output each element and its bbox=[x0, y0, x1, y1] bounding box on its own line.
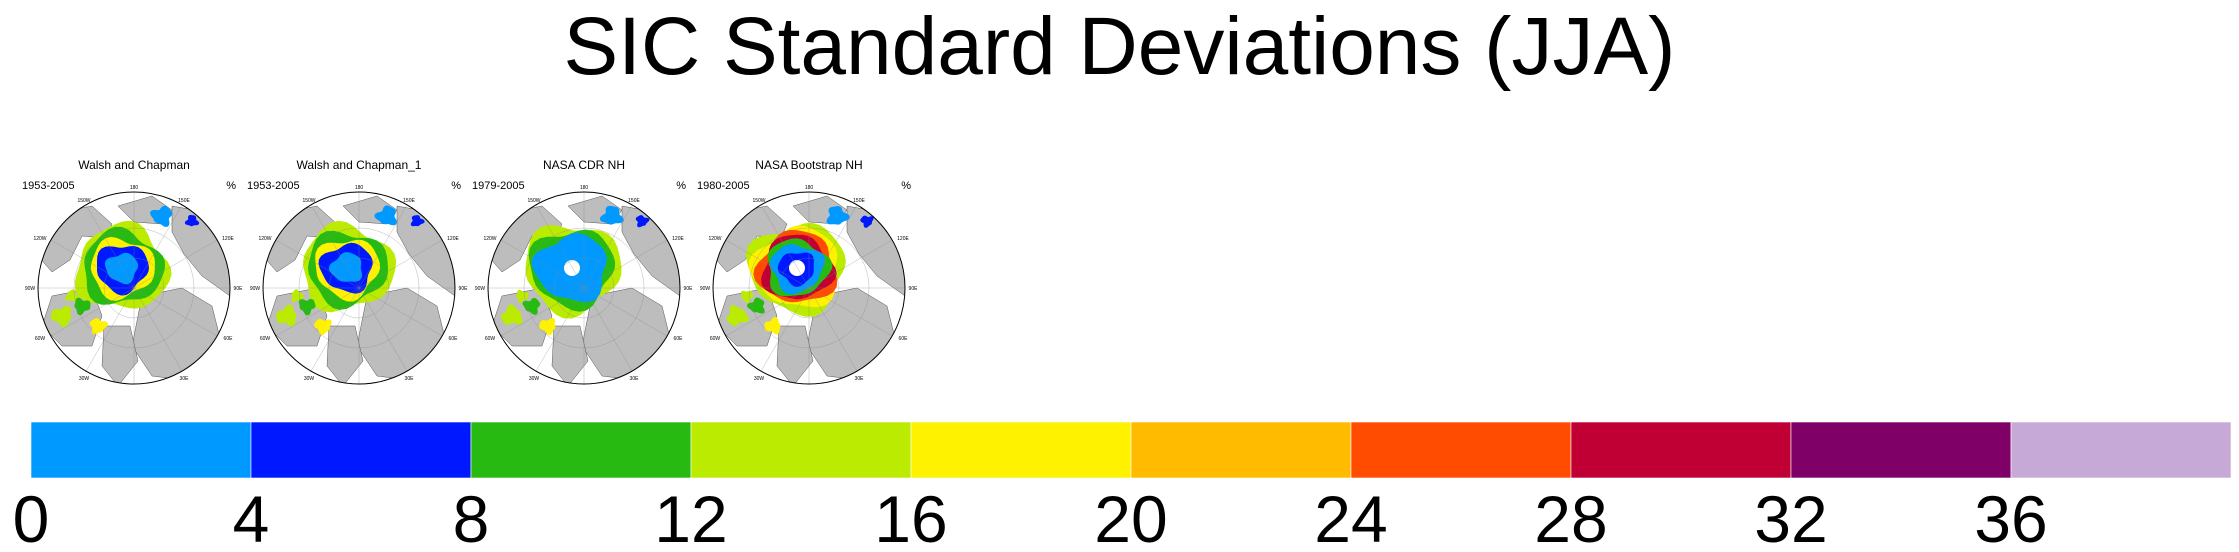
colorbar-tick-label: 12 bbox=[654, 482, 727, 552]
longitude-label: 150W bbox=[527, 198, 540, 204]
colorbar-bin bbox=[470, 421, 692, 479]
longitude-label: 60W bbox=[710, 336, 721, 342]
longitude-label: 150W bbox=[752, 198, 765, 204]
colorbar-tick-label: 4 bbox=[233, 482, 270, 552]
longitude-label: 60E bbox=[449, 336, 459, 342]
colorbar-tick-label: 0 bbox=[13, 482, 50, 552]
colorbar-bin bbox=[1790, 421, 2012, 479]
longitude-label: 120E bbox=[447, 236, 459, 242]
longitude-label: 150E bbox=[178, 198, 190, 204]
longitude-label: 60E bbox=[674, 336, 684, 342]
panel-period: 1979-2005 bbox=[472, 180, 525, 192]
colorbar-tick-label: 24 bbox=[1314, 482, 1387, 552]
longitude-label: 30W bbox=[304, 376, 315, 382]
colorbar-bin bbox=[250, 421, 472, 479]
longitude-label: 60E bbox=[899, 336, 909, 342]
colorbar-tick-label: 36 bbox=[1974, 482, 2047, 552]
longitude-label: 30E bbox=[405, 376, 415, 382]
longitude-label: 30W bbox=[529, 376, 540, 382]
panel-unit: % bbox=[901, 180, 911, 192]
longitude-label: 120E bbox=[222, 236, 234, 242]
longitude-label: 150E bbox=[628, 198, 640, 204]
longitude-label: 120W bbox=[708, 236, 721, 242]
longitude-label: 120W bbox=[483, 236, 496, 242]
map-panel-nasa-cdr-nh: NASA CDR NH 1979-2005 % 180 150W 150E 120W 1… bbox=[472, 158, 696, 388]
map-panel-walsh-chapman-1: Walsh and Chapman_1 1953-2005 % 180 150W 1… bbox=[247, 158, 471, 388]
panel-period: 1980-2005 bbox=[697, 180, 750, 192]
longitude-label: 30E bbox=[180, 376, 190, 382]
colorbar-bin bbox=[2010, 421, 2232, 479]
longitude-label: 120E bbox=[897, 236, 909, 242]
colorbar-bin bbox=[1130, 421, 1352, 479]
longitude-label: 150W bbox=[302, 198, 315, 204]
longitude-label: 180 bbox=[805, 185, 814, 191]
longitude-label: 30E bbox=[630, 376, 640, 382]
longitude-label: 60W bbox=[260, 336, 271, 342]
panel-title: Walsh and Chapman_1 bbox=[296, 158, 422, 172]
longitude-label: 30W bbox=[79, 376, 90, 382]
panel-unit: % bbox=[226, 180, 236, 192]
longitude-label: 180 bbox=[580, 185, 589, 191]
colorbar-tick-label: 32 bbox=[1754, 482, 1827, 552]
longitude-label: 90W bbox=[700, 286, 711, 292]
panel-title: NASA CDR NH bbox=[542, 158, 625, 172]
longitude-label: 150W bbox=[77, 198, 90, 204]
panel-period: 1953-2005 bbox=[247, 180, 300, 192]
colorbar-tick-label: 28 bbox=[1534, 482, 1607, 552]
panel-unit: % bbox=[676, 180, 686, 192]
longitude-label: 90E bbox=[234, 286, 244, 292]
chart-title: SIC Standard Deviations (JJA) bbox=[563, 1, 1676, 92]
longitude-label: 180 bbox=[130, 185, 139, 191]
longitude-label: 60E bbox=[224, 336, 234, 342]
map-panel-nasa-bootstrap-nh: NASA Bootstrap NH 1980-2005 % 180 150W 150… bbox=[697, 158, 921, 388]
longitude-label: 60W bbox=[485, 336, 496, 342]
longitude-label: 30E bbox=[855, 376, 865, 382]
longitude-label: 150E bbox=[403, 198, 415, 204]
longitude-label: 90E bbox=[684, 286, 694, 292]
colorbar-tick-label: 20 bbox=[1094, 482, 1167, 552]
longitude-label: 120W bbox=[33, 236, 46, 242]
colorbar-bin bbox=[1350, 421, 1572, 479]
colorbar-tick-label: 8 bbox=[453, 482, 490, 552]
colorbar-tick-label: 16 bbox=[874, 482, 947, 552]
longitude-label: 90W bbox=[25, 286, 36, 292]
longitude-label: 30W bbox=[754, 376, 765, 382]
colorbar-bin bbox=[1570, 421, 1792, 479]
longitude-label: 120E bbox=[672, 236, 684, 242]
panel-title: NASA Bootstrap NH bbox=[755, 158, 863, 172]
colorbar: 0 4 8 12 16 20 24 28 32 36 bbox=[13, 421, 2232, 552]
longitude-label: 120W bbox=[258, 236, 271, 242]
map-panel-walsh-chapman: Walsh and Chapman 1953-2005 % 180 150W 150… bbox=[22, 158, 246, 388]
colorbar-bin bbox=[30, 421, 252, 479]
longitude-label: 90W bbox=[250, 286, 261, 292]
longitude-label: 90W bbox=[475, 286, 486, 292]
colorbar-bin bbox=[910, 421, 1132, 479]
longitude-label: 90E bbox=[459, 286, 469, 292]
colorbar-bin bbox=[690, 421, 912, 479]
longitude-label: 180 bbox=[355, 185, 364, 191]
longitude-label: 90E bbox=[909, 286, 919, 292]
longitude-label: 150E bbox=[853, 198, 865, 204]
panel-period: 1953-2005 bbox=[22, 180, 75, 192]
longitude-label: 60W bbox=[35, 336, 46, 342]
panel-title: Walsh and Chapman bbox=[78, 158, 190, 172]
panel-unit: % bbox=[451, 180, 461, 192]
